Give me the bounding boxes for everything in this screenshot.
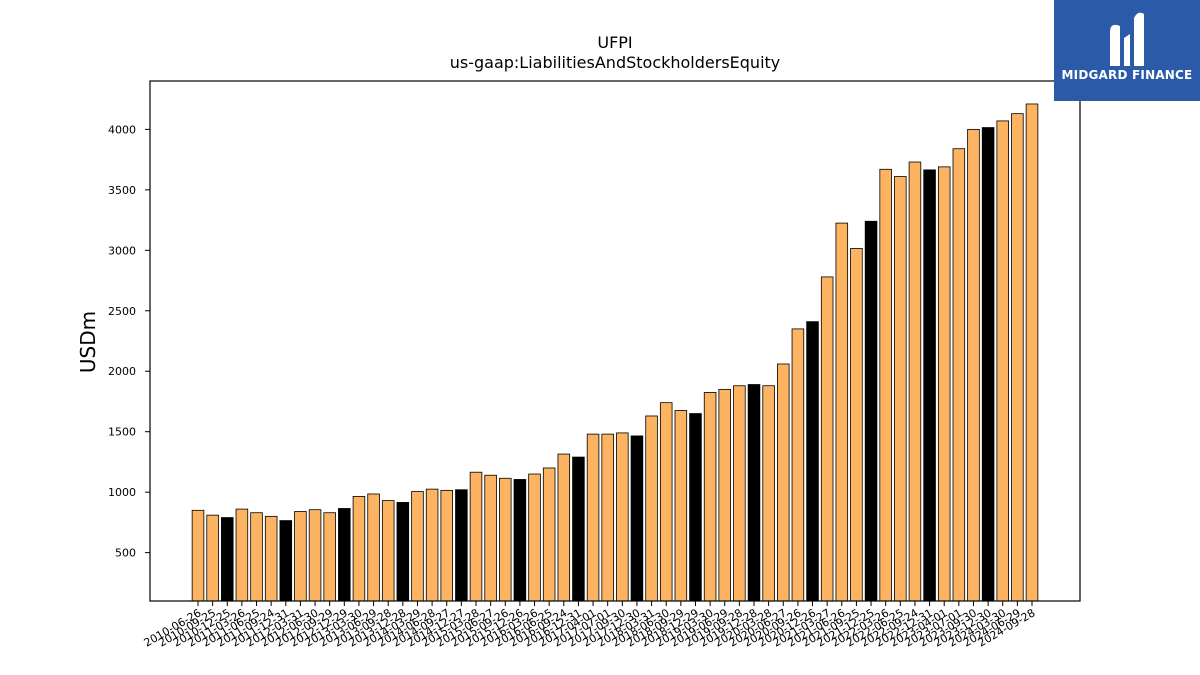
bar-2018-03-31 xyxy=(645,415,658,602)
bar-2013-06-29 xyxy=(367,493,380,602)
bar-2022-12-31 xyxy=(923,169,936,602)
bar-2023-09-30 xyxy=(967,128,980,602)
bar-2010-12-25 xyxy=(221,517,234,602)
brand-name: MIDGARD FINANCE xyxy=(1061,68,1193,82)
bar-2022-03-26 xyxy=(879,168,892,602)
bar-2022-06-25 xyxy=(894,176,907,602)
bar-2024-09-28 xyxy=(1025,103,1039,602)
bar-2023-04-01 xyxy=(937,166,951,602)
bar-2023-07-01 xyxy=(952,148,966,602)
y-axis-label: USDm xyxy=(76,311,100,373)
bar-2011-03-26 xyxy=(235,508,249,602)
bar-2019-09-28 xyxy=(733,385,746,602)
bar-2021-06-26 xyxy=(835,222,849,602)
bar-2014-09-27 xyxy=(440,489,453,602)
bar-2013-09-28 xyxy=(381,500,395,602)
y-tick-label: 4000 xyxy=(108,123,136,136)
bar-2011-12-31 xyxy=(279,520,293,602)
bar-2012-12-29 xyxy=(338,508,351,602)
bar-2019-12-28 xyxy=(747,384,761,602)
bar-2015-03-28 xyxy=(469,471,483,602)
bar-2024-06-29 xyxy=(1011,113,1024,602)
bar-2014-06-28 xyxy=(425,488,439,602)
bar-2021-03-27 xyxy=(820,276,834,602)
bar-2013-03-30 xyxy=(352,495,366,602)
bar-2022-09-24 xyxy=(908,161,922,602)
bar-2013-12-28 xyxy=(396,502,410,602)
bar-2023-12-30 xyxy=(981,127,995,602)
bar-2015-09-26 xyxy=(499,477,512,602)
bar-2016-12-31 xyxy=(572,456,585,602)
y-tick-label: 2500 xyxy=(108,305,136,318)
y-tick-label: 3000 xyxy=(108,244,136,257)
y-tick-label: 1500 xyxy=(108,426,136,439)
bar-2017-09-30 xyxy=(616,432,629,602)
bar-2017-12-30 xyxy=(630,435,644,602)
bar-2018-09-29 xyxy=(674,410,688,602)
bar-2011-06-25 xyxy=(250,512,263,602)
bar-2017-04-01 xyxy=(586,433,600,602)
bar-2018-06-30 xyxy=(659,402,673,602)
bar-2015-12-26 xyxy=(513,479,527,602)
bar-2020-03-28 xyxy=(762,385,775,602)
y-tick-label: 3500 xyxy=(108,184,136,197)
bar-2010-06-26 xyxy=(191,509,205,602)
bar-2017-07-01 xyxy=(601,433,614,602)
bar-2019-06-29 xyxy=(718,388,731,602)
bar-2019-03-30 xyxy=(703,391,717,602)
y-tick-label: 2000 xyxy=(108,365,136,378)
y-tick-label: 500 xyxy=(115,547,136,560)
bar-2018-12-29 xyxy=(689,413,702,602)
bar-2012-06-30 xyxy=(308,509,322,602)
bar-2021-09-25 xyxy=(850,248,863,602)
bar-2010-09-25 xyxy=(206,514,219,602)
bar-2012-09-29 xyxy=(323,512,336,602)
bar-2011-09-24 xyxy=(264,515,278,602)
bar-2020-06-27 xyxy=(777,363,790,602)
bar-2020-09-26 xyxy=(791,328,805,602)
bar-2014-03-29 xyxy=(411,491,424,602)
y-tick-label: 1000 xyxy=(108,486,136,499)
chart-title: UFPI xyxy=(597,33,632,52)
chart-subtitle: us-gaap:LiabilitiesAndStockholdersEquity xyxy=(450,53,781,72)
bar-2016-06-25 xyxy=(542,467,556,602)
brand-logo: MIDGARD FINANCE xyxy=(1054,0,1200,101)
logo-mark-icon xyxy=(1110,12,1144,67)
bar-2016-03-26 xyxy=(528,473,541,602)
bar-2014-12-27 xyxy=(455,489,468,602)
bar-2012-03-31 xyxy=(294,511,307,602)
plot-frame xyxy=(149,80,1081,602)
bar-2021-12-25 xyxy=(864,220,878,602)
bar-2015-06-27 xyxy=(484,474,497,602)
bar-2016-09-24 xyxy=(557,453,571,602)
bar-2024-03-30 xyxy=(996,120,1009,602)
bar-2020-12-26 xyxy=(806,321,819,602)
